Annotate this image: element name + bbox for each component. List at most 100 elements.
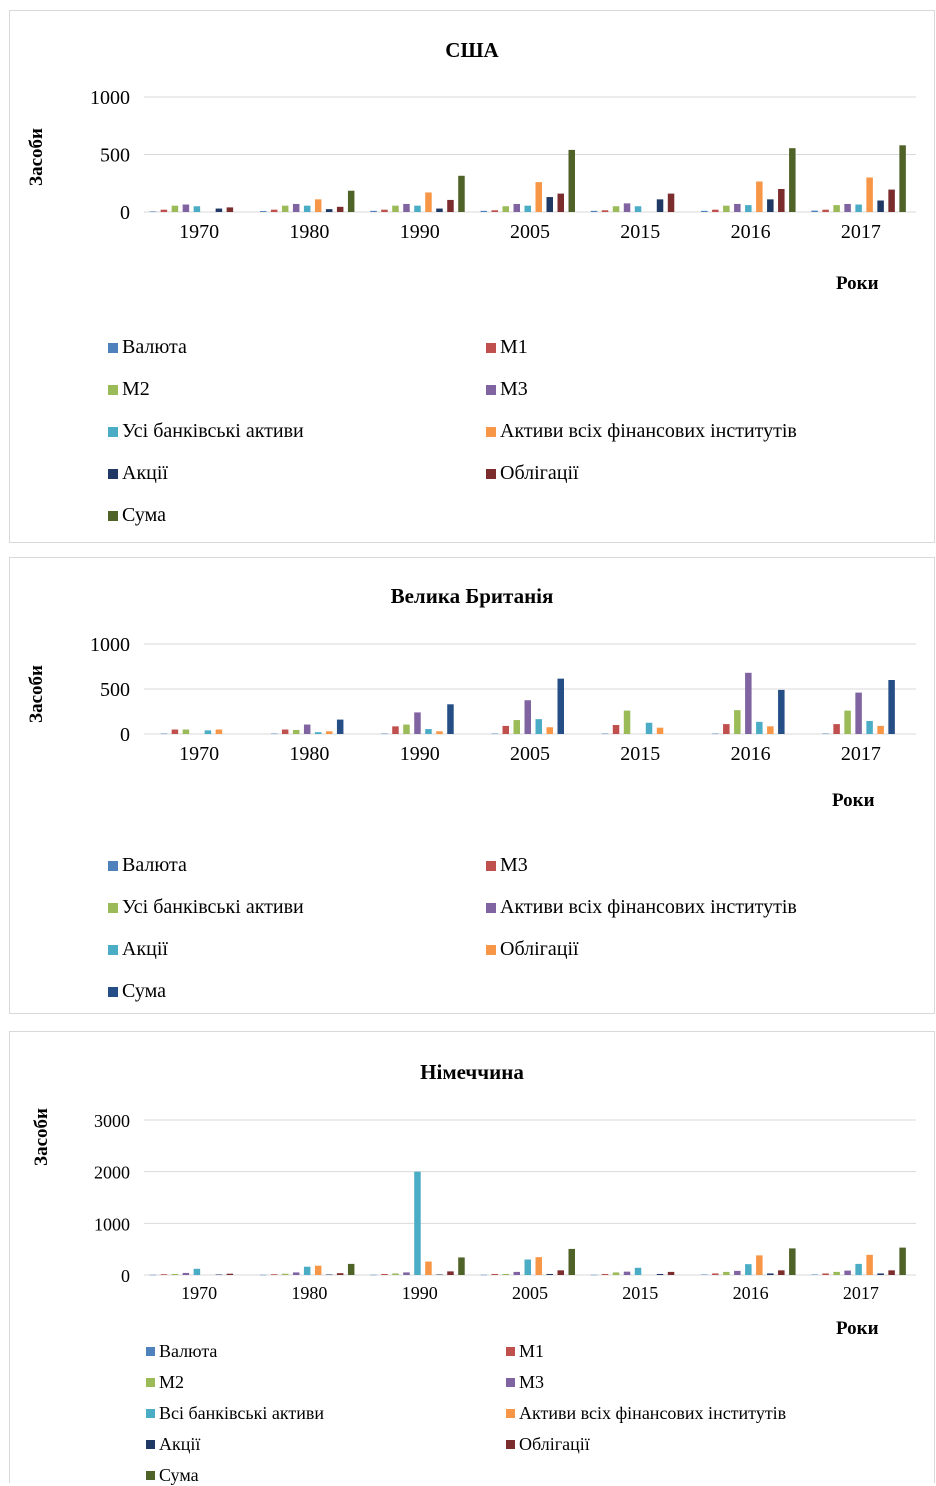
legend-item: М2 — [146, 1372, 184, 1393]
legend-item: Акції — [108, 938, 168, 961]
bar — [601, 210, 609, 212]
bar — [546, 727, 553, 734]
legend-item: Валюта — [108, 854, 187, 877]
bar — [226, 207, 234, 212]
legend-swatch — [506, 1440, 515, 1449]
bar — [623, 203, 631, 212]
bar — [778, 1270, 785, 1275]
bar — [899, 145, 906, 212]
legend-swatch — [108, 902, 118, 913]
x-tick-label: 2005 — [510, 743, 550, 765]
bar — [502, 725, 509, 734]
bar — [215, 208, 223, 212]
bar — [513, 1271, 520, 1275]
legend-label: Акції — [122, 938, 168, 960]
bar — [524, 1259, 531, 1275]
bar — [193, 206, 201, 212]
bar — [535, 719, 542, 734]
bar — [226, 1273, 234, 1275]
bar — [381, 733, 388, 735]
bar — [667, 193, 675, 212]
legend-swatch — [108, 944, 118, 955]
bar — [347, 190, 355, 212]
legend-item: Сума — [146, 1465, 199, 1486]
y-tick-label: 1000 — [90, 87, 130, 109]
bar — [701, 210, 708, 212]
y-tick-label: 0 — [120, 724, 130, 746]
bar — [458, 1257, 465, 1275]
bar — [325, 209, 333, 212]
legend-item: М1 — [486, 336, 528, 359]
bar — [458, 175, 465, 212]
legend-swatch — [108, 468, 118, 479]
legend-swatch — [108, 510, 118, 521]
x-tick-label: 1970 — [181, 1283, 217, 1303]
bar — [888, 680, 895, 734]
bar — [590, 210, 598, 212]
bar — [612, 206, 620, 212]
bar — [811, 210, 818, 212]
legend-swatch — [486, 342, 496, 353]
legend-swatch — [486, 860, 496, 871]
bar — [524, 700, 531, 734]
legend-label: М3 — [500, 378, 528, 400]
legend-label: Активи всіх фінансових інститутів — [500, 896, 797, 918]
bar — [745, 672, 752, 734]
bar — [789, 1248, 796, 1275]
bar — [789, 148, 796, 212]
bar — [778, 189, 785, 212]
legend-label: Акції — [159, 1434, 201, 1454]
x-tick-label: 1990 — [400, 221, 440, 243]
legend-swatch — [108, 986, 118, 997]
legend-item: М3 — [486, 378, 528, 401]
bar — [601, 1273, 609, 1275]
bar — [723, 1271, 730, 1275]
legend-swatch — [146, 1347, 155, 1356]
x-tick-label: 1990 — [400, 743, 440, 765]
y-tick-label: 3000 — [94, 1111, 130, 1131]
bar — [546, 1273, 553, 1275]
bar — [667, 1271, 675, 1275]
bar — [734, 1270, 741, 1275]
bar — [336, 719, 344, 734]
legend-label: Валюта — [159, 1341, 218, 1361]
bar — [855, 692, 862, 734]
legend-label: Сума — [122, 504, 166, 526]
bar — [712, 1273, 719, 1275]
bar-chart-usa: 0 500 1000 1970 1980 1990 2005 2015 2016 2017 — [90, 87, 916, 243]
legend-item: М1 — [506, 1341, 544, 1362]
bar — [259, 1274, 267, 1276]
legend-swatch — [108, 860, 118, 871]
x-tick-label: 1980 — [289, 743, 329, 765]
x-axis-label: Роки — [836, 273, 879, 294]
bar — [524, 205, 531, 212]
bar — [182, 729, 190, 734]
bar — [502, 206, 509, 212]
legend-swatch — [146, 1378, 155, 1387]
chart-title: Велика Британія — [390, 584, 554, 608]
legend-item: Валюта — [108, 336, 187, 359]
bar — [215, 729, 223, 734]
bar — [645, 722, 653, 734]
x-tick-label: 2017 — [841, 743, 881, 765]
bar — [568, 149, 575, 212]
bar — [182, 204, 190, 212]
legend-item: Усі банківські активи — [108, 896, 304, 919]
bar — [756, 181, 763, 212]
x-tick-label: 2005 — [512, 1283, 548, 1303]
legend-swatch — [486, 468, 496, 479]
y-tick-label: 1000 — [90, 634, 130, 656]
legend-item: М3 — [506, 1372, 544, 1393]
bar-chart-germany: 0 1000 2000 3000 1970 1980 1990 2005 2015 2016 201… — [94, 1111, 916, 1303]
x-tick-label: 1990 — [402, 1283, 438, 1303]
bar — [403, 1272, 410, 1275]
bar — [193, 1268, 201, 1275]
bar — [568, 1248, 575, 1275]
legend-label: М1 — [519, 1341, 545, 1361]
bar — [899, 1247, 906, 1275]
chart-panel-usa: США Засоби 0 500 1000 1970 1980 1990 2005 2015 2… — [9, 10, 935, 543]
bar — [270, 209, 278, 212]
bar — [314, 732, 322, 734]
bar — [844, 710, 851, 734]
bar — [877, 1273, 884, 1275]
